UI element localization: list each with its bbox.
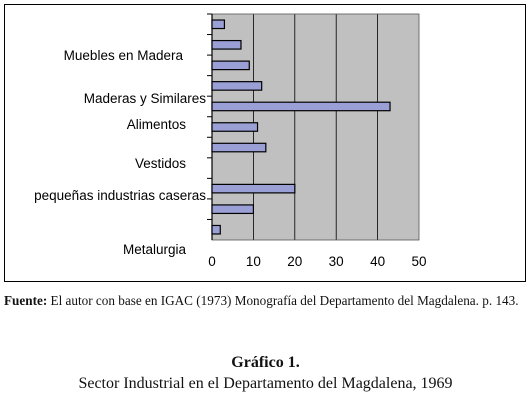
source-label: Fuente: (4, 293, 48, 308)
category-label: Muebles en Madera (64, 48, 184, 63)
bar (211, 204, 255, 215)
x-tick-label: 0 (208, 254, 216, 269)
bar (211, 60, 250, 71)
x-tick-label: 30 (329, 254, 344, 269)
category-label: Metalurgia (123, 242, 187, 257)
category-label: Alimentos (127, 117, 187, 132)
category-label: Vestidos (135, 156, 186, 171)
category-label: pequeñas industrias caseras (34, 188, 206, 203)
x-tick-label: 40 (370, 254, 385, 269)
bar (211, 101, 391, 112)
x-tick-label: 50 (411, 254, 426, 269)
source-text: El autor con base en IGAC (1973) Monogra… (47, 293, 519, 308)
figure-number-text: Gráfico 1. (231, 354, 300, 371)
figure-number: Gráfico 1. (0, 354, 531, 372)
category-label: Maderas y Similares (84, 91, 207, 106)
bar (211, 224, 221, 235)
bar (211, 142, 267, 153)
chart-frame (4, 4, 526, 282)
x-tick-label: 20 (287, 254, 302, 269)
bar (211, 183, 296, 194)
x-tick-label: 10 (246, 254, 261, 269)
bar (211, 81, 263, 91)
figure-title: Sector Industrial en el Departamento del… (78, 375, 453, 392)
bar-chart: 0 10 20 30 40 50 Muebles en Madera Maderas y Si… (34, 13, 427, 269)
bar (211, 39, 242, 50)
bar (211, 122, 259, 132)
source-note: Fuente: El autor con base en IGAC (1973)… (4, 292, 526, 309)
bar (211, 19, 226, 30)
